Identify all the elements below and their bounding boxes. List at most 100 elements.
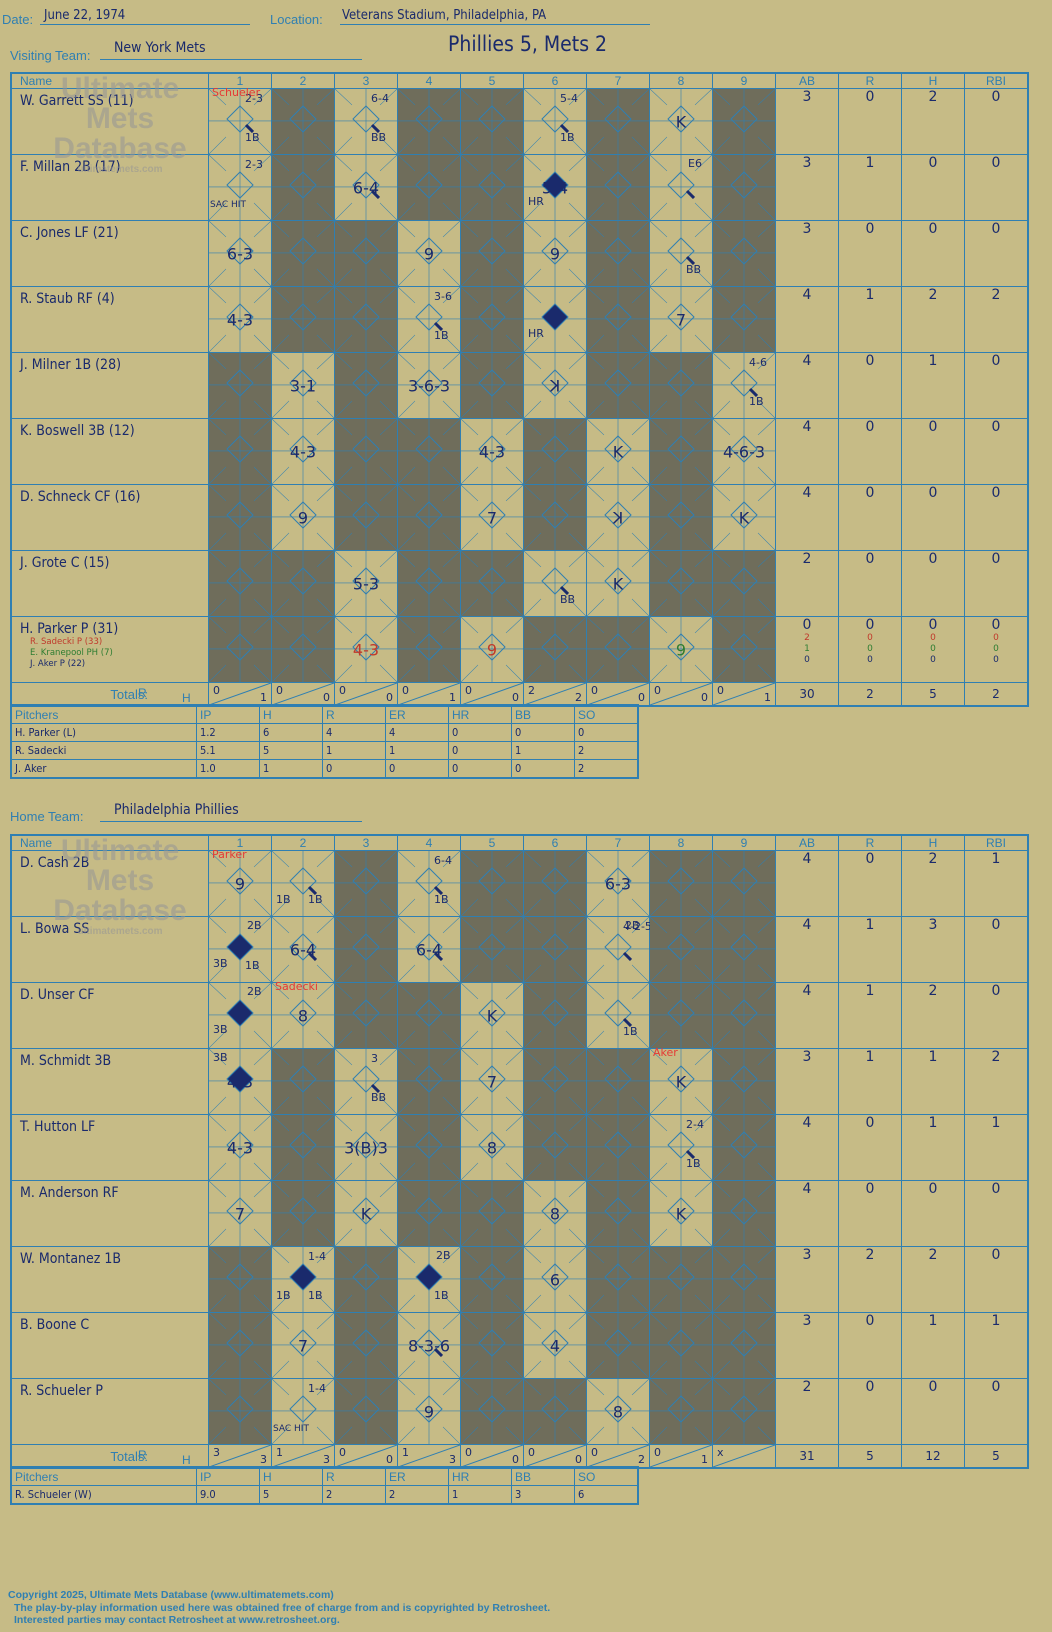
cell-guides [713, 551, 775, 616]
inning-cell [334, 352, 398, 419]
base-diamond-icon [352, 435, 380, 463]
stat-value: 1 [865, 983, 875, 999]
base-diamond-icon [604, 369, 632, 397]
inning-runs: 0 [339, 684, 346, 697]
inning-cell: 7 [460, 1048, 524, 1115]
base-diamond-icon [604, 567, 632, 595]
cell-guides [209, 155, 271, 220]
pitcher-change-note: Schueler [212, 86, 261, 99]
cell-guides [272, 917, 334, 982]
inning-cell [208, 352, 272, 419]
cell-guides [398, 551, 460, 616]
stat-value: 0 [865, 1115, 875, 1131]
inning-cell [397, 982, 461, 1049]
inning-cell: K [649, 88, 713, 155]
cell-guides [461, 1247, 523, 1312]
inning-hits: 3 [260, 1453, 267, 1466]
location-value: Veterans Stadium, Philadelphia, PA [342, 8, 547, 23]
base-diamond-icon [604, 303, 632, 331]
inning-runs: 0 [465, 1446, 472, 1459]
base-diamond-icon [604, 1395, 632, 1423]
batter-row: R. Staub RF (4) 4-3 3-6 1B HR 7 4 1 2 2 [10, 286, 1029, 353]
inning-runs: 0 [276, 684, 283, 697]
base-diamond-icon [415, 237, 443, 265]
cell-guides [650, 1049, 712, 1114]
stat-value: 0 [865, 353, 875, 369]
inning-header: 5 [460, 72, 524, 89]
base-diamond-icon [667, 1197, 695, 1225]
inning-hits: 0 [512, 691, 519, 704]
cell-guides [650, 1379, 712, 1444]
cell-guides [272, 419, 334, 484]
pitching-value: R. Sadecki [10, 741, 197, 760]
base-diamond-icon [226, 369, 254, 397]
substitute-stat: 0 [867, 644, 873, 654]
cell-guides [587, 851, 649, 916]
pitcher-change-note: Aker [653, 1046, 678, 1059]
stat-value: 3 [802, 155, 812, 171]
cell-guides [524, 353, 586, 418]
pitching-header: ER [385, 704, 449, 724]
inning-hits: 0 [638, 691, 645, 704]
stat-value: 2 [928, 983, 938, 999]
play-mark: HR [528, 327, 544, 340]
stat-value: 2 [802, 1379, 812, 1395]
totals-label: Totals: R H [10, 1444, 209, 1469]
inning-cell [334, 484, 398, 551]
location-label: Location: [270, 12, 323, 27]
cell-guides [398, 1379, 460, 1444]
inning-cell: E6 [649, 154, 713, 221]
stat-value: 2 [928, 851, 938, 867]
play-mark: 5-4 [541, 178, 569, 197]
pitching-value: 2 [385, 1485, 449, 1505]
cell-guides [335, 851, 397, 916]
inning-runs: 0 [654, 684, 661, 697]
substitute-stat: 0 [993, 644, 999, 654]
base-diamond-icon [667, 105, 695, 133]
substitute-stat: 0 [993, 655, 999, 665]
inning-cell [712, 550, 776, 617]
cell-guides [713, 353, 775, 418]
cell-guides [713, 485, 775, 550]
cell-guides [209, 485, 271, 550]
inning-cell: K [460, 982, 524, 1049]
stat-value: 0 [928, 221, 938, 237]
pitching-header: IP [196, 704, 260, 724]
stat-value: 3 [802, 1049, 812, 1065]
cell-guides [524, 1313, 586, 1378]
substitute-stat: 0 [930, 644, 936, 654]
cell-guides [272, 485, 334, 550]
cell-guides [272, 1115, 334, 1180]
play-mark: 7 [297, 1336, 309, 1355]
base-diamond-icon [415, 1263, 443, 1291]
pitching-value: 0 [448, 759, 512, 779]
substitute-name: E. Kranepool PH (7) [30, 648, 113, 658]
substitute-stat: 0 [867, 633, 873, 643]
pitching-value: 2 [574, 741, 639, 760]
base-diamond-icon [415, 171, 443, 199]
inning-cell [649, 1378, 713, 1445]
pitching-value: 0 [385, 759, 449, 779]
inning-hits: 1 [260, 691, 267, 704]
base-diamond-icon [289, 1395, 317, 1423]
inning-cell: K Aker [649, 1046, 713, 1115]
batter-name: C. Jones LF (21) [20, 225, 119, 241]
stat-header: AB [775, 72, 839, 89]
base-diamond-icon [352, 171, 380, 199]
base-diamond-icon [415, 105, 443, 133]
inning-cell: 1-4 1B 1B [271, 1246, 335, 1313]
batter-row: K. Boswell 3B (12) 4-3 4-3 K 4-6-3 4 0 0 0 [10, 418, 1029, 485]
pitching-value: 5.1 [196, 741, 260, 760]
inning-header: 9 [712, 72, 776, 89]
stat-value: 4 [802, 485, 812, 501]
base-diamond-icon [667, 501, 695, 529]
batter-name: J. Grote C (15) [20, 555, 110, 571]
inning-total: x [712, 1444, 776, 1469]
base-diamond-icon [352, 1329, 380, 1357]
cell-guides [398, 221, 460, 286]
play-mark: 9 [486, 640, 498, 659]
base-diamond-icon [730, 1197, 758, 1225]
cell-guides [272, 89, 334, 154]
cell-guides [524, 419, 586, 484]
